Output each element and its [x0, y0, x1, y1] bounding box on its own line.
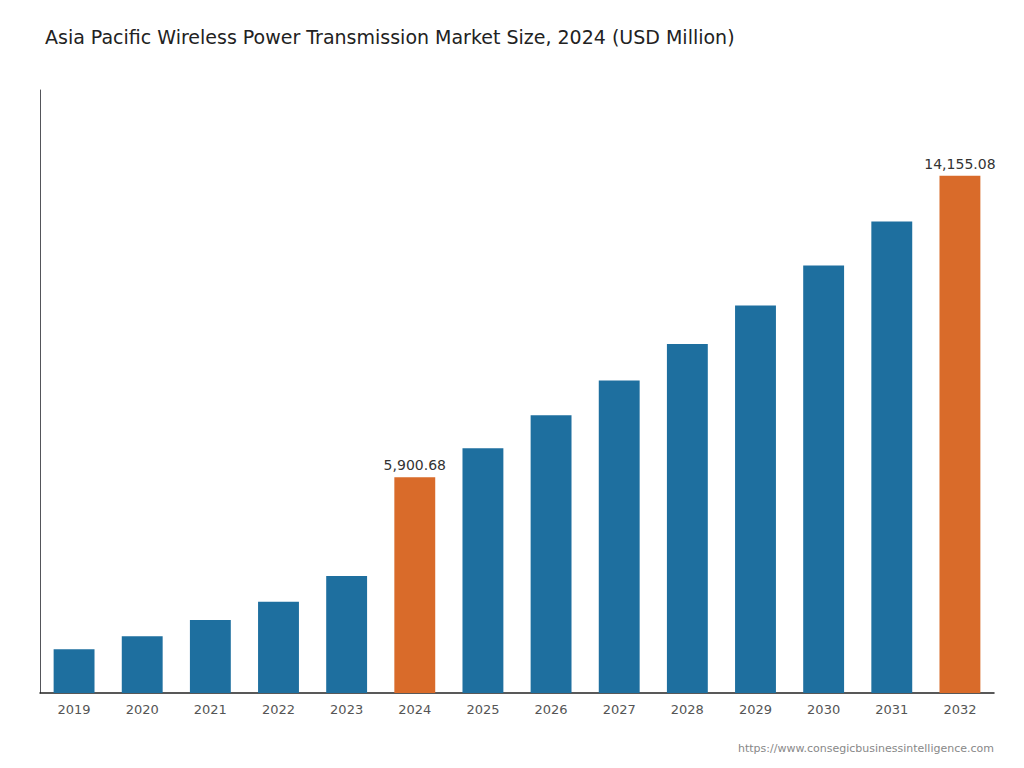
svg-text:2023: 2023 [330, 702, 363, 717]
svg-text:2026: 2026 [535, 702, 568, 717]
svg-text:2032: 2032 [943, 702, 976, 717]
svg-text:2020: 2020 [126, 702, 159, 717]
svg-text:2027: 2027 [603, 702, 636, 717]
svg-text:2025: 2025 [466, 702, 499, 717]
svg-text:5,900.68: 5,900.68 [384, 457, 446, 473]
svg-text:2019: 2019 [58, 702, 91, 717]
svg-text:2022: 2022 [262, 702, 295, 717]
svg-text:2024: 2024 [398, 702, 431, 717]
svg-text:2029: 2029 [739, 702, 772, 717]
svg-text:2021: 2021 [194, 702, 227, 717]
svg-text:14,155.08: 14,155.08 [924, 156, 995, 172]
svg-text:2031: 2031 [875, 702, 908, 717]
svg-text:https://www.consegicbusinessin: https://www.consegicbusinessintelligence… [738, 742, 994, 755]
svg-text:2028: 2028 [671, 702, 704, 717]
svg-text:Asia Pacific Wireless Power Tr: Asia Pacific Wireless Power Transmission… [45, 26, 735, 48]
svg-text:2030: 2030 [807, 702, 840, 717]
